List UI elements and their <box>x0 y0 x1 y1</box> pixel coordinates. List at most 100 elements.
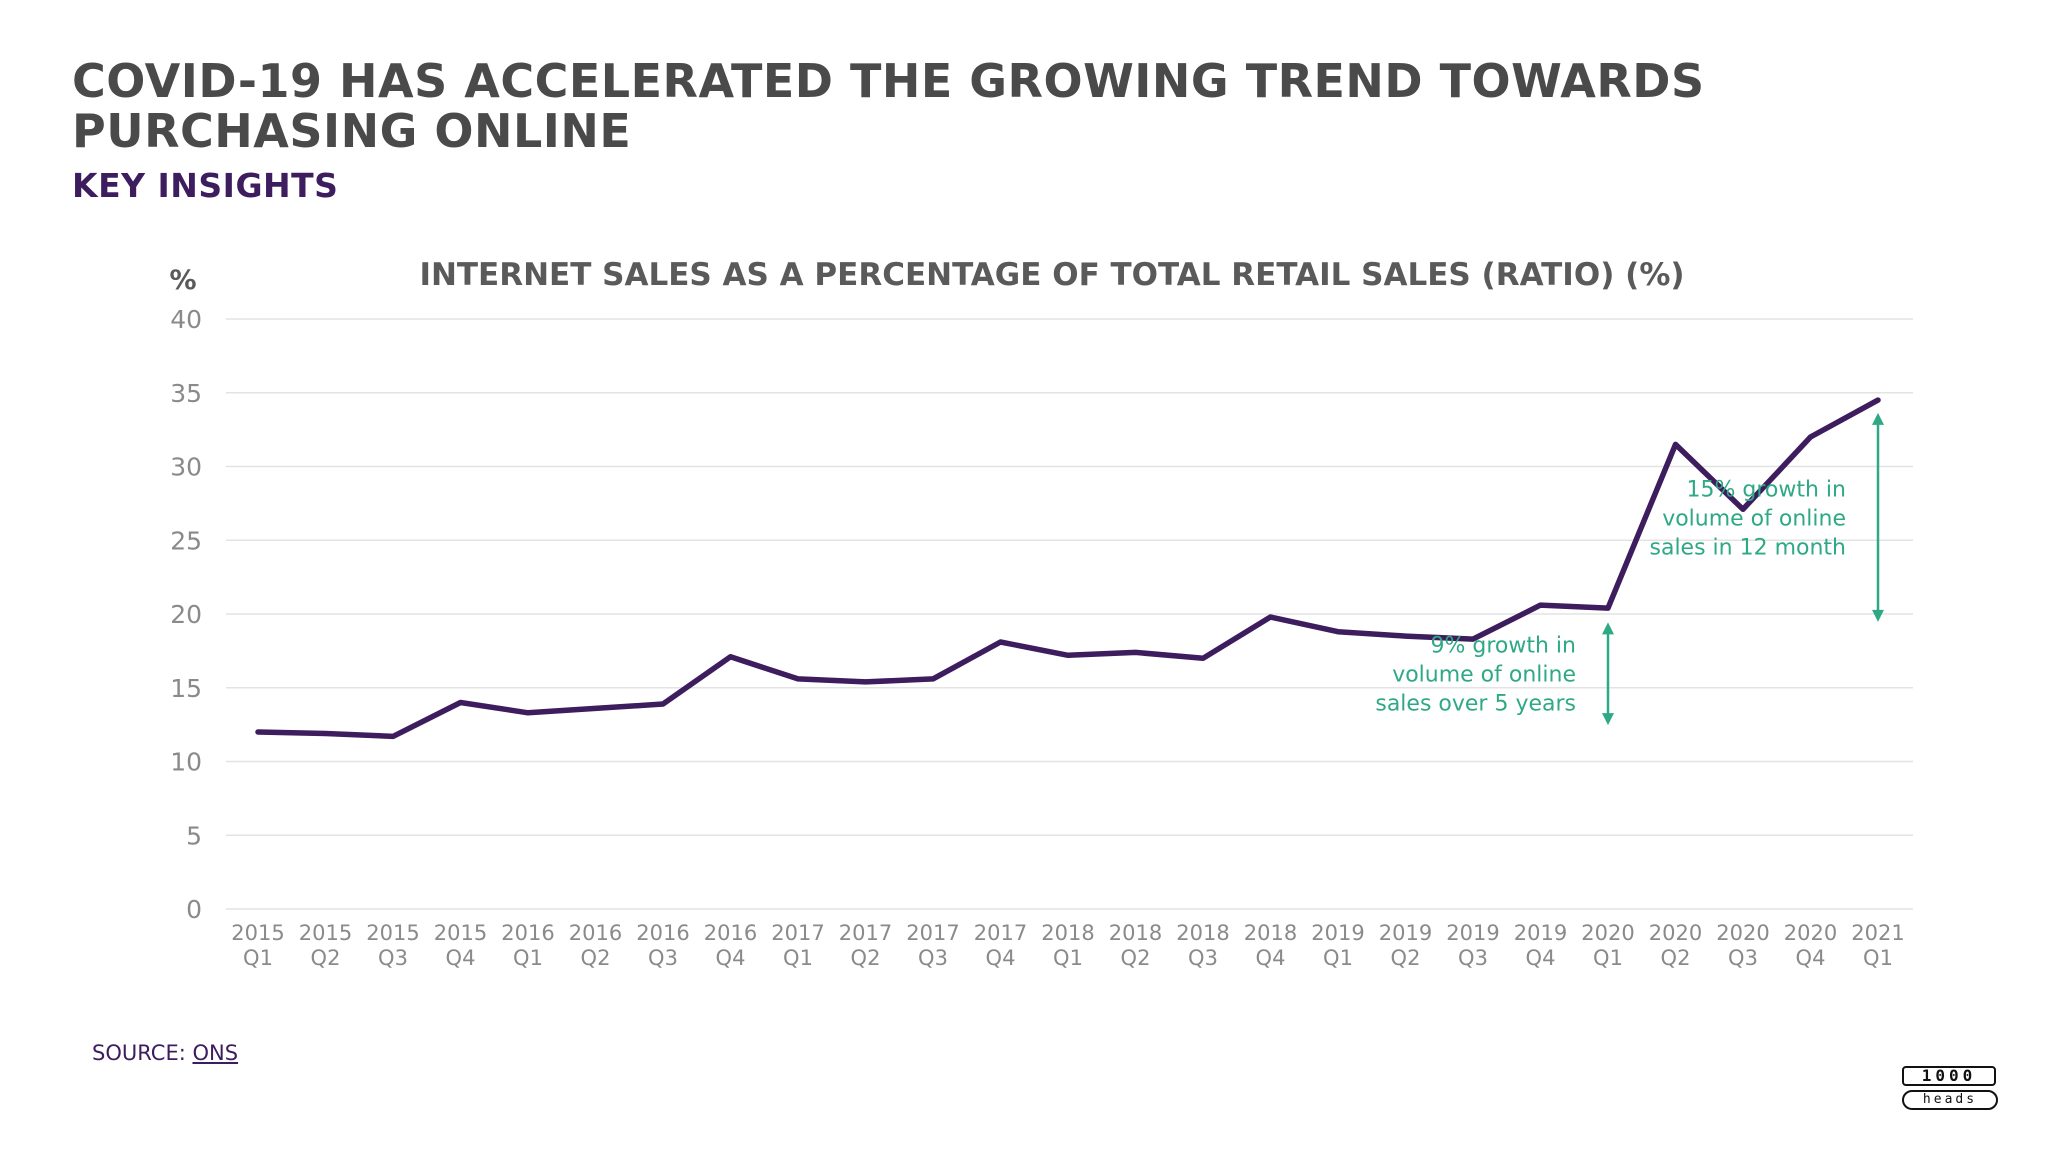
x-tick-quarter: Q1 <box>513 946 543 970</box>
data-point <box>390 733 396 739</box>
y-tick-label: 10 <box>170 748 202 777</box>
page-subtitle: KEY INSIGHTS <box>72 166 339 205</box>
y-axis-unit: % <box>169 265 196 296</box>
x-tick-quarter: Q4 <box>986 946 1016 970</box>
x-tick-year: 2015 <box>299 921 352 945</box>
x-tick-year: 2017 <box>906 921 959 945</box>
data-point <box>323 730 328 736</box>
y-tick-label: 30 <box>170 453 202 482</box>
x-tick-quarter: Q2 <box>851 946 881 970</box>
series-line-0 <box>255 397 1881 740</box>
x-tick-year: 2017 <box>974 921 1027 945</box>
data-point <box>795 676 801 682</box>
x-tick-quarter: Q3 <box>1728 946 1758 970</box>
x-tick-quarter: Q4 <box>716 946 746 970</box>
annotation-text: volume of online <box>1662 506 1846 531</box>
annotation-text: 9% growth in <box>1431 634 1577 659</box>
y-tick-label: 0 <box>186 895 202 924</box>
data-point <box>1875 397 1881 403</box>
annotation-text: sales in 12 month <box>1650 535 1847 560</box>
x-tick-quarter: Q1 <box>1863 946 1893 970</box>
y-tick-label: 5 <box>186 821 202 850</box>
data-point <box>1470 636 1476 642</box>
data-point <box>1403 633 1408 639</box>
data-point <box>1740 506 1746 512</box>
x-tick-year: 2018 <box>1244 921 1297 945</box>
x-tick-quarter: Q3 <box>918 946 948 970</box>
y-tick-label: 35 <box>170 379 202 408</box>
y-axis-ticks: 0 5 10 15 20 25 30 35 40 <box>170 305 202 924</box>
x-tick-quarter: Q2 <box>1121 946 1151 970</box>
data-point <box>998 639 1003 645</box>
x-tick-year: 2019 <box>1514 921 1567 945</box>
data-point <box>1808 434 1813 440</box>
source-link[interactable]: ONS <box>192 1041 239 1065</box>
x-tick-year: 2015 <box>366 921 419 945</box>
series-layer <box>255 397 1881 740</box>
x-tick-year: 2020 <box>1716 921 1769 945</box>
annotation-text: sales over 5 years <box>1375 692 1576 717</box>
data-point <box>1605 605 1611 611</box>
x-tick-year: 2018 <box>1176 921 1229 945</box>
x-tick-year: 2018 <box>1109 921 1162 945</box>
x-tick-year: 2020 <box>1784 921 1837 945</box>
data-point <box>1538 602 1543 608</box>
data-point <box>660 701 666 707</box>
data-point <box>930 676 936 682</box>
x-tick-quarter: Q2 <box>581 946 611 970</box>
x-tick-year: 2016 <box>569 921 622 945</box>
y-tick-label: 40 <box>170 305 202 334</box>
data-point <box>1200 655 1206 661</box>
annotation-arrowhead-up <box>1602 622 1614 635</box>
x-tick-year: 2016 <box>636 921 689 945</box>
annotation-arrowhead-down <box>1602 713 1614 726</box>
x-tick-year: 2021 <box>1851 921 1904 945</box>
x-tick-quarter: Q3 <box>1458 946 1488 970</box>
x-tick-quarter: Q4 <box>1256 946 1286 970</box>
x-tick-quarter: Q4 <box>1796 946 1826 970</box>
x-axis-ticks: 2015Q12015Q22015Q32015Q42016Q12016Q22016… <box>231 921 1904 970</box>
x-tick-quarter: Q1 <box>1323 946 1353 970</box>
data-point <box>525 710 531 716</box>
logo-number: 1000 <box>1902 1066 1996 1086</box>
y-tick-label: 15 <box>170 674 202 703</box>
data-point <box>863 679 868 685</box>
data-point <box>458 700 463 705</box>
source-note: SOURCE: ONS <box>92 1041 238 1065</box>
brand-logo: 1000 heads <box>1902 1066 2002 1114</box>
x-tick-year: 2015 <box>231 921 284 945</box>
data-point <box>1673 441 1678 447</box>
chart-title: INTERNET SALES AS A PERCENTAGE OF TOTAL … <box>419 257 1684 293</box>
grid-lines <box>226 318 1913 910</box>
y-tick-label: 25 <box>170 526 202 555</box>
x-tick-quarter: Q1 <box>1593 946 1623 970</box>
x-tick-year: 2020 <box>1649 921 1702 945</box>
x-tick-year: 2017 <box>839 921 892 945</box>
x-tick-year: 2019 <box>1311 921 1364 945</box>
page-title: COVID-19 HAS ACCELERATED THE GROWING TRE… <box>72 54 1705 158</box>
data-point <box>1335 629 1341 635</box>
data-point <box>593 705 598 711</box>
annotation-text: volume of online <box>1392 663 1576 688</box>
x-tick-year: 2019 <box>1379 921 1432 945</box>
x-tick-year: 2016 <box>501 921 554 945</box>
x-tick-year: 2016 <box>704 921 757 945</box>
annotation-arrowhead-down <box>1872 609 1884 622</box>
data-point <box>1065 652 1071 658</box>
x-tick-quarter: Q3 <box>1188 946 1218 970</box>
x-tick-quarter: Q2 <box>1661 946 1691 970</box>
x-tick-year: 2015 <box>434 921 487 945</box>
x-tick-quarter: Q3 <box>648 946 678 970</box>
x-tick-quarter: Q4 <box>1526 946 1556 970</box>
y-tick-label: 20 <box>170 600 202 629</box>
data-point <box>255 729 261 735</box>
x-tick-quarter: Q2 <box>311 946 341 970</box>
source-prefix: SOURCE: <box>92 1041 193 1065</box>
x-tick-year: 2018 <box>1041 921 1094 945</box>
x-tick-year: 2020 <box>1581 921 1634 945</box>
x-tick-year: 2017 <box>771 921 824 945</box>
x-tick-quarter: Q1 <box>1053 946 1083 970</box>
annotation-arrowhead-up <box>1872 412 1884 425</box>
